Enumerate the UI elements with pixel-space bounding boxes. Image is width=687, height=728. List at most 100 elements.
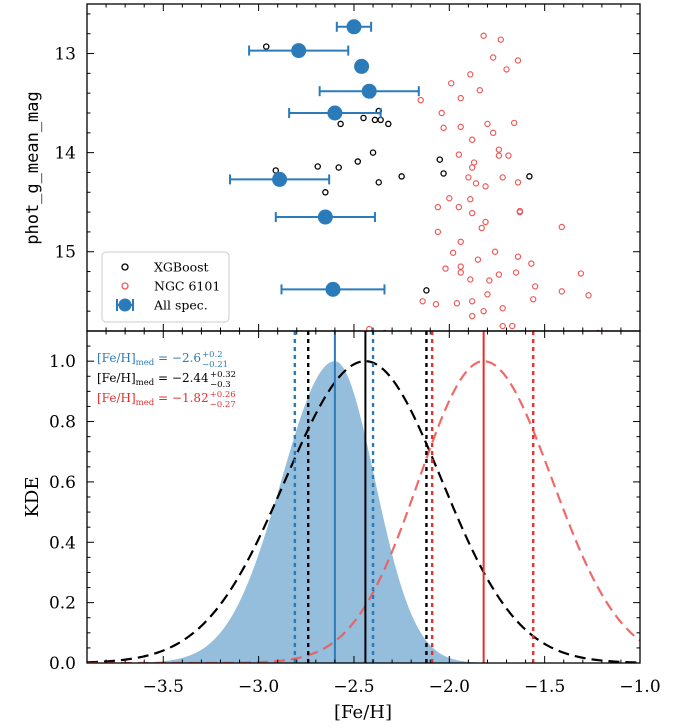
svg-text:−0.27: −0.27 <box>210 400 236 410</box>
ngc6101-point <box>491 248 499 255</box>
xgboost-point <box>314 163 321 170</box>
median-annotation: [Fe/H]med = −1.82 +0.26−0.27 <box>97 390 236 410</box>
kde-xgboost-curve <box>87 360 640 663</box>
ngc6101-point <box>417 96 424 104</box>
ngc6101-point <box>468 164 476 171</box>
ngc6101-point <box>467 196 474 203</box>
ngc6101-point <box>457 263 464 270</box>
ngc6101-point <box>577 270 585 277</box>
xgboost-point <box>398 173 405 180</box>
top-scatter-marks <box>229 19 601 331</box>
top-ticks: 13 14 15 <box>54 4 640 332</box>
svg-text:+0.32: +0.32 <box>210 370 236 380</box>
ngc6101-point <box>457 123 464 131</box>
ngc6101-point <box>438 109 445 117</box>
legend-marker-ngc6101 <box>121 282 129 290</box>
ngc6101-point <box>478 224 485 232</box>
xgboost-point <box>526 173 533 180</box>
all-spec-point <box>318 83 420 99</box>
ngc6101-point <box>457 269 464 276</box>
median-annotations: [Fe/H]med = −2.6 +0.2−0.21[Fe/H]med = −2.… <box>97 350 236 410</box>
ngc6101-point <box>474 256 482 263</box>
ngc6101-point <box>558 223 566 231</box>
ngc6101-point <box>449 249 457 256</box>
ngc6101-point <box>442 265 449 272</box>
ngc6101-point <box>448 80 455 87</box>
top-y-axis-title: phot_g_mean_mag <box>23 91 43 245</box>
legend-marker-xgboost <box>121 263 129 271</box>
bottom-y-tick-label: 1.0 <box>49 352 76 372</box>
ngc6101-point <box>455 151 463 158</box>
kde-ngc-6101-curve <box>87 360 640 663</box>
ngc6101-point <box>484 120 491 128</box>
ngc6101-point <box>495 271 503 278</box>
ngc6101-point <box>457 94 464 102</box>
xgboost-point <box>385 120 392 128</box>
ngc6101-point <box>499 322 506 330</box>
bottom-y-tick-label: 0.8 <box>49 413 76 433</box>
ngc6101-point <box>558 288 566 295</box>
xgboost-point <box>354 158 362 165</box>
ngc6101-point <box>503 66 510 73</box>
legend-marker-all-spec <box>116 298 134 312</box>
bottom-y-tick-label: 0.4 <box>49 533 76 553</box>
all-spec-point <box>248 43 350 59</box>
xgboost-point <box>369 149 377 156</box>
ngc6101-point <box>509 322 516 330</box>
ngc6101-point <box>440 124 447 132</box>
x-tick-label: −3.5 <box>143 677 184 697</box>
ngc6101-point <box>453 300 461 307</box>
kde-marks <box>87 331 640 663</box>
ngc6101-point <box>528 260 535 267</box>
kde-all-spec-area <box>87 361 640 663</box>
median-annotation: [Fe/H]med = −2.6 +0.2−0.21 <box>97 350 228 370</box>
top-y-tick-label: 14 <box>54 144 76 164</box>
legend-label-all-spec: All spec. <box>153 298 208 313</box>
ngc6101-point <box>480 307 487 315</box>
x-tick-label: −2.5 <box>333 677 374 697</box>
xgboost-point <box>440 170 447 177</box>
legend-label-ngc6101: NGC 6101 <box>154 279 220 294</box>
svg-text:+0.2: +0.2 <box>202 350 223 360</box>
xgboost-point <box>360 114 367 122</box>
ngc6101-point <box>505 152 512 159</box>
top-y-tick-label: 15 <box>54 243 76 263</box>
ngc6101-point <box>366 325 373 331</box>
ngc6101-point <box>480 32 487 39</box>
svg-text:[Fe/H]med = −2.6: [Fe/H]med = −2.6 <box>97 351 201 368</box>
ngc6101-point <box>516 208 524 216</box>
all-spec-point <box>335 19 373 35</box>
xgboost-point <box>436 156 444 163</box>
x-tick-label: −2.0 <box>429 677 470 697</box>
bottom-y-tick-label: 0.2 <box>49 594 76 614</box>
xgboost-point <box>375 179 383 186</box>
median-annotation: [Fe/H]med = −2.44 +0.32−0.3 <box>97 370 236 390</box>
all-spec-point <box>229 171 331 187</box>
xgboost-point <box>322 189 329 196</box>
ngc6101-point <box>531 283 539 290</box>
ngc6101-point <box>419 298 426 305</box>
ngc6101-point <box>495 146 503 153</box>
ngc6101-point <box>497 36 504 43</box>
ngc6101-point <box>510 119 518 127</box>
ngc6101-point <box>585 292 592 299</box>
ngc6101-point <box>514 57 522 64</box>
ngc6101-point <box>467 276 474 283</box>
xgboost-point <box>371 116 379 124</box>
ngc6101-point <box>489 54 497 61</box>
ngc6101-point <box>468 312 476 320</box>
ngc6101-point <box>476 87 484 94</box>
x-axis-title: [Fe/H] <box>334 702 392 723</box>
xgboost-point <box>423 287 430 294</box>
ngc6101-point <box>446 195 453 202</box>
ngc6101-point <box>467 71 474 78</box>
ngc6101-point <box>499 174 506 181</box>
svg-text:+0.26: +0.26 <box>210 390 236 400</box>
svg-text:[Fe/H]med = −2.44: [Fe/H]med = −2.44 <box>97 371 209 388</box>
ngc6101-point <box>495 152 503 159</box>
ngc6101-point <box>489 129 497 137</box>
xgboost-point <box>377 116 384 124</box>
svg-text:−0.3: −0.3 <box>210 380 231 390</box>
ngc6101-point <box>484 291 491 298</box>
xgboost-point <box>337 120 344 128</box>
